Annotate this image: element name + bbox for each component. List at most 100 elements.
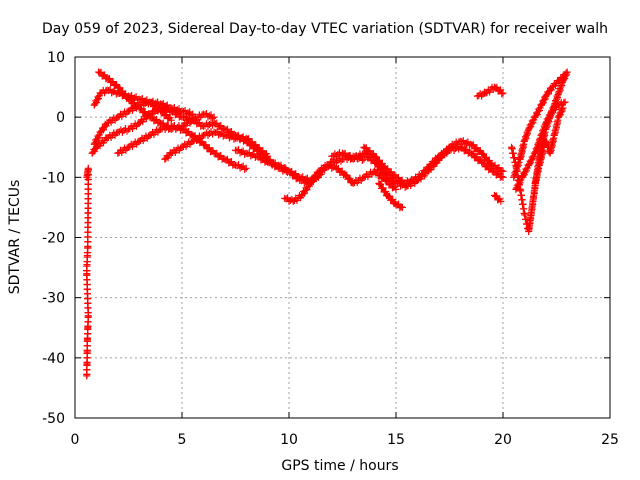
data-point [163, 111, 171, 119]
x-tick-label: 25 [601, 432, 619, 448]
data-point [535, 105, 543, 113]
data-point [138, 105, 146, 113]
data-point [476, 147, 484, 155]
data-point [205, 144, 213, 152]
data-point [241, 150, 249, 158]
series-arc-9 [281, 161, 400, 205]
data-point [202, 141, 210, 149]
data-point [338, 167, 346, 175]
data-point [186, 108, 194, 116]
data-point [159, 108, 167, 116]
series-arc-3 [88, 103, 197, 157]
data-point [398, 176, 406, 184]
data-point [520, 209, 528, 217]
data-point [547, 86, 555, 94]
series-early-negative [83, 164, 92, 380]
series-arc-14 [473, 83, 507, 100]
data-point [175, 123, 183, 131]
data-point [166, 124, 174, 132]
data-point [397, 203, 405, 211]
data-point [545, 111, 553, 119]
data-point [382, 187, 390, 195]
data-point [528, 153, 536, 161]
data-point [378, 160, 386, 168]
data-point [550, 131, 558, 139]
data-point [496, 173, 504, 181]
data-point [560, 71, 568, 79]
data-point [287, 168, 295, 176]
data-point [343, 171, 351, 179]
data-point [346, 174, 354, 182]
data-point [154, 98, 162, 106]
series-arc-12 [375, 179, 406, 212]
data-point [113, 81, 121, 89]
data-point [464, 138, 472, 146]
data-point [109, 78, 117, 86]
data-point [111, 87, 119, 95]
data-point [306, 182, 314, 190]
y-tick-label: -20 [42, 231, 65, 247]
data-point [396, 204, 404, 212]
data-markers [83, 68, 571, 380]
data-point [369, 150, 377, 158]
data-point [121, 90, 129, 98]
data-point [473, 153, 481, 161]
x-tick-label: 15 [387, 432, 405, 448]
data-point [366, 147, 374, 155]
chart-title: Day 059 of 2023, Sidereal Day-to-day VTE… [42, 21, 608, 37]
data-point [148, 99, 156, 107]
y-tick-label: -30 [42, 291, 65, 307]
data-point [496, 167, 504, 175]
y-tick-label: 0 [56, 110, 65, 126]
series-arc-15 [490, 191, 505, 205]
data-point [379, 184, 387, 192]
data-point [558, 105, 566, 113]
series-arc-13 [424, 137, 507, 175]
y-tick-label: -10 [42, 170, 65, 186]
data-point [166, 114, 174, 122]
data-point [239, 162, 247, 170]
data-point [473, 144, 481, 152]
data-point [541, 95, 549, 103]
data-point [522, 165, 530, 173]
x-tick-label: 20 [494, 432, 512, 448]
data-point [209, 130, 217, 138]
data-point [528, 117, 536, 125]
data-point [347, 155, 355, 163]
data-point [498, 167, 506, 175]
data-point [384, 165, 392, 173]
data-point [143, 96, 151, 104]
data-point [101, 71, 109, 79]
x-tick-label: 10 [280, 432, 298, 448]
data-point [134, 96, 142, 104]
data-point [469, 141, 477, 149]
data-point [424, 164, 432, 172]
data-point [560, 99, 568, 107]
data-point [358, 156, 366, 164]
data-point [105, 75, 113, 83]
series-arc-8 [232, 146, 368, 188]
data-point [386, 192, 394, 200]
data-point [476, 156, 484, 164]
data-point [535, 161, 543, 169]
series-arc-17 [510, 71, 569, 181]
data-point [94, 132, 102, 140]
data-point [496, 195, 504, 203]
data-point [219, 132, 227, 140]
data-point [248, 141, 256, 149]
data-point [252, 144, 260, 152]
data-point [377, 180, 385, 188]
data-point [164, 105, 172, 113]
data-point [112, 90, 120, 98]
data-point [241, 165, 249, 173]
data-point [498, 173, 506, 181]
series-arc-4 [90, 85, 175, 124]
data-point [175, 105, 183, 113]
data-point [554, 91, 562, 99]
data-point [497, 86, 505, 94]
data-point [245, 138, 253, 146]
data-point [291, 171, 299, 179]
data-point [83, 370, 91, 378]
data-point [94, 93, 102, 101]
x-tick-label: 0 [71, 432, 80, 448]
